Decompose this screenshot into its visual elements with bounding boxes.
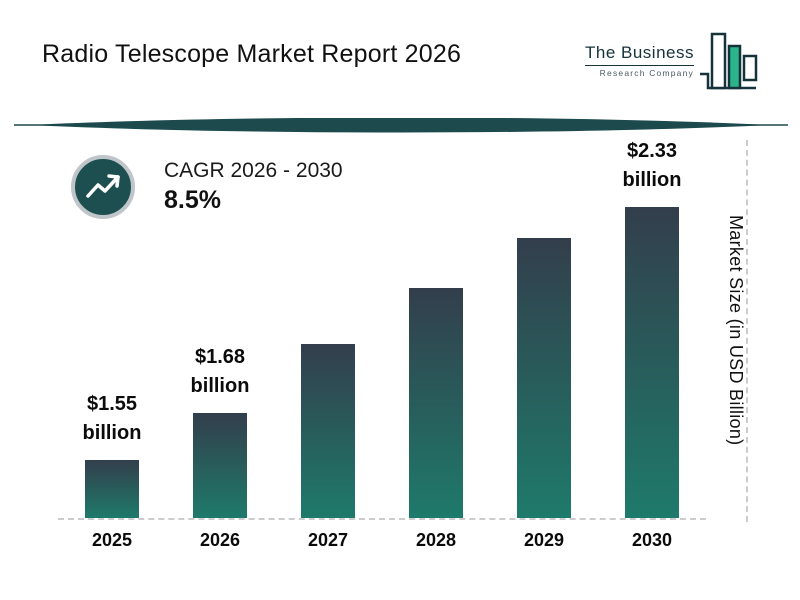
x-tick-2025: 2025: [91, 530, 133, 550]
bar-column-2026: $1.68 billion: [166, 343, 274, 518]
bar-column-2030: $2.33 billion: [598, 137, 706, 518]
y-axis-title: Market Size (in USD Billion): [726, 214, 746, 446]
x-tick-2027: 2027: [307, 530, 349, 550]
bar-2026: [193, 413, 247, 518]
bar-column-2025: $1.55 billion: [58, 390, 166, 518]
trend-up-icon: [71, 155, 135, 219]
x-tick-2029: 2029: [523, 530, 565, 550]
x-axis-labels: 2025 2026 2027 2028 2029 2030: [58, 530, 706, 551]
logo-line2: Research Company: [599, 68, 694, 78]
cagr-label: CAGR 2026 - 2030: [164, 159, 343, 182]
company-logo: The Business Research Company: [585, 30, 762, 92]
page-title: Radio Telescope Market Report 2026: [42, 40, 462, 68]
cagr-text: CAGR 2026 - 2030 8.5%: [164, 159, 343, 215]
bar-2027: [301, 344, 355, 518]
logo-text: The Business Research Company: [585, 43, 694, 92]
divider: [14, 118, 788, 133]
bar-2030: [625, 207, 679, 518]
bar-2025: [85, 460, 139, 518]
x-tick-2026: 2026: [199, 530, 241, 550]
bar-value-label-2030: $2.33 billion: [622, 140, 682, 191]
bar-value-label-2026: $1.68 billion: [190, 346, 250, 397]
x-tick-2030: 2030: [631, 530, 673, 550]
bar-2028: [409, 288, 463, 518]
bar-chart: $1.55 billion $1.68 billion $2.33 billion: [58, 140, 706, 520]
bar-column-2029: [490, 238, 598, 518]
x-tick-2028: 2028: [415, 530, 457, 550]
logo-line1: The Business: [585, 43, 694, 66]
bar-column-2028: [382, 288, 490, 518]
bar-value-label-2025: $1.55 billion: [82, 393, 142, 444]
bar-2029: [517, 238, 571, 518]
cagr-block: CAGR 2026 - 2030 8.5%: [68, 152, 343, 222]
bar-column-2027: [274, 344, 382, 518]
cagr-value: 8.5%: [164, 186, 221, 214]
right-dashed-gridline: [746, 140, 748, 522]
logo-bars-icon: [700, 32, 758, 90]
